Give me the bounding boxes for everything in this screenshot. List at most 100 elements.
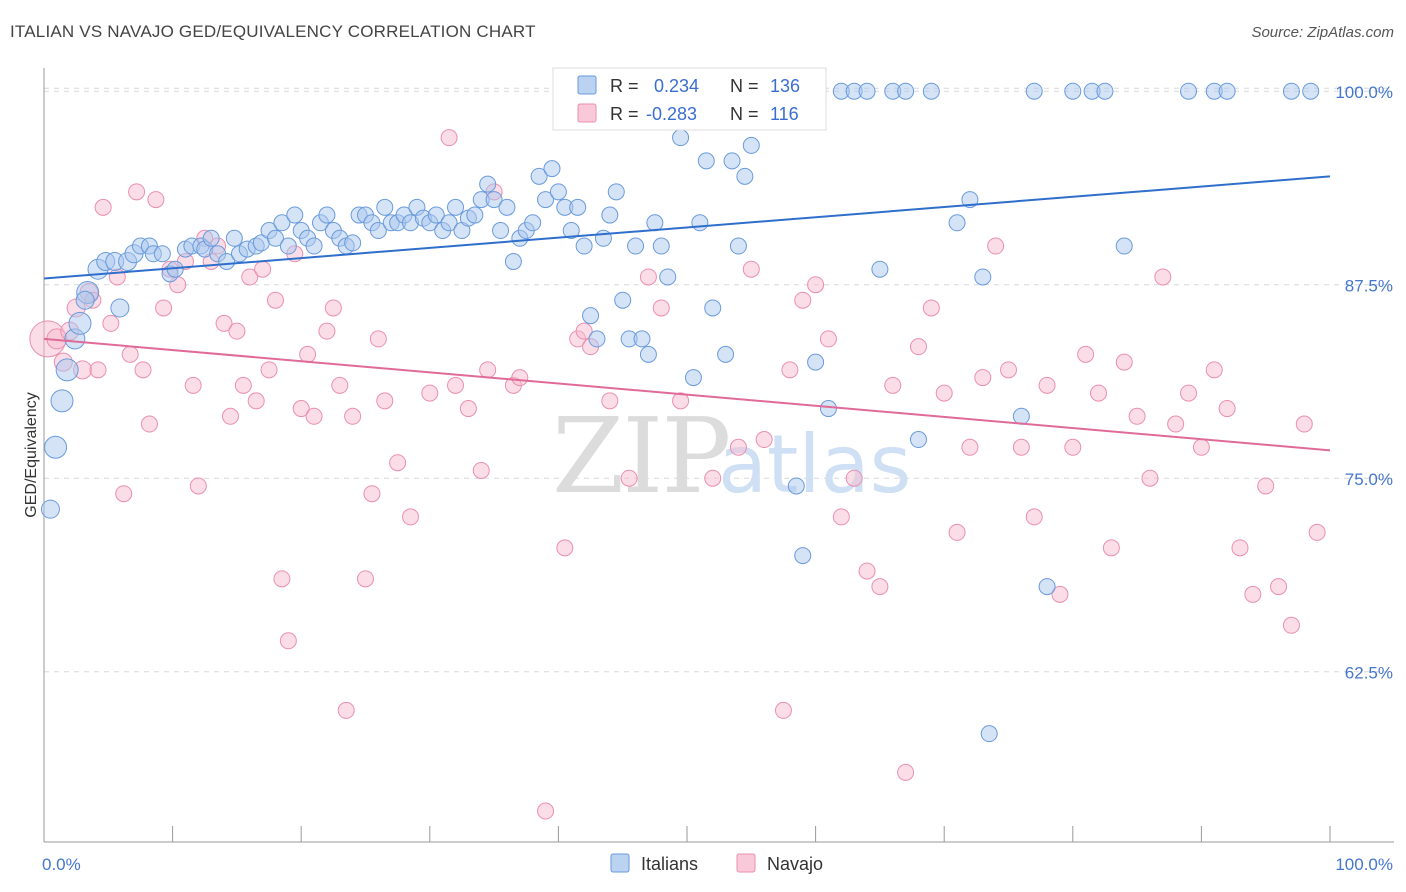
y-tick-labels: 100.0% 87.5% 75.0% 62.5% [1335,83,1393,682]
italians-point [672,129,690,147]
navajo-point [1128,407,1146,425]
italians-point [218,253,236,270]
italians-point [575,237,593,255]
italians-point [569,198,587,216]
italians-point [582,307,600,325]
italians-point [1064,82,1082,100]
navajo-point [1115,353,1133,371]
navajo-point [948,523,966,541]
italians-point [376,198,394,216]
italians-point [447,198,465,216]
navajo-point [897,763,915,781]
navajo-point [459,400,477,418]
watermark-atlas: atlas [718,418,911,511]
navajo-point [511,369,529,387]
italians-point [659,268,677,286]
navajo-point [672,392,690,410]
italians-point [1282,82,1300,100]
italians-point [369,222,387,240]
italians-point [273,214,291,232]
navajo-point [1270,578,1288,596]
italians-point [537,191,555,209]
navajo-point [556,539,574,557]
navajo-point [1167,415,1185,433]
navajo-point [140,415,158,433]
y-tick-label: 100.0% [1335,83,1393,102]
navajo-point [742,260,760,278]
italians-trend-line [43,175,1331,280]
navajo-point [94,198,112,216]
italians-point [1115,237,1133,255]
navajo-point [440,129,458,147]
navajo-point [871,578,889,596]
italians-point [524,214,542,232]
legend-n-label: N = [730,104,759,124]
italians-point [1180,82,1198,100]
italians-point [75,290,95,310]
italians-point [427,206,445,224]
italians-point [110,298,130,318]
legend-n-value: 136 [770,76,800,96]
legend-r-value: -0.283 [646,104,697,124]
navajo-point [234,376,252,394]
navajo-point [755,431,773,449]
italians-point [504,253,522,270]
navajo-point [273,570,291,588]
navajo-point [189,477,207,495]
italians-point [1302,82,1320,100]
navajo-point [247,392,265,410]
legend-r-label: R = [610,104,639,124]
chart-title: ITALIAN VS NAVAJO GED/EQUIVALENCY CORREL… [10,22,536,41]
navajo-point [1231,539,1249,557]
navajo-point [1064,438,1082,456]
navajo-point [89,361,107,379]
italians-point [530,167,548,185]
navajo-point [134,361,152,379]
navajo-point [479,361,497,379]
navajo-point [260,361,278,379]
italians-point [44,435,68,459]
navajo-point [318,322,336,340]
legend-bottom-italians: Italians [641,854,698,874]
navajo-point [184,376,202,394]
legend-bottom-navajo: Navajo [767,854,823,874]
italians-point [787,477,805,495]
navajo-point [299,345,317,363]
italians-point [344,234,362,252]
navajo-point [794,291,812,309]
navajo-point [961,438,979,456]
navajo-point [1218,400,1236,418]
italians-point [479,175,497,193]
legend-n-value: 116 [770,104,799,124]
y-axis-label: GED/Equivalency [23,392,40,517]
navajo-point [331,376,349,394]
navajo-point [337,701,355,719]
navajo-point [1012,438,1030,456]
y-tick-label: 75.0% [1345,470,1393,489]
navajo-point [974,369,992,387]
watermark-zip: ZIP [552,395,729,517]
navajo-point [128,183,146,201]
navajo-point [729,438,747,456]
navajo-point [1295,415,1313,433]
italians-point [286,206,304,224]
italians-point [897,82,915,100]
navajo-point [215,314,233,332]
navajo-point [363,485,381,503]
italians-point [697,152,715,170]
italians-point [858,82,876,100]
italians-point [1218,82,1236,100]
legend-top: R = 0.234 N = 136 R = -0.283 N = 116 [552,67,827,131]
navajo-point [1090,384,1108,402]
navajo-point [1244,585,1262,603]
italians-point [607,183,625,201]
navajo-point [1051,585,1069,603]
navajo-point [781,361,799,379]
legend-swatch-italians [577,75,597,95]
italians-point [627,237,645,255]
navajo-point [241,268,259,286]
italians-point [543,160,561,178]
italians-point [736,167,754,185]
navajo-point [1025,508,1043,526]
axes [43,68,1394,843]
